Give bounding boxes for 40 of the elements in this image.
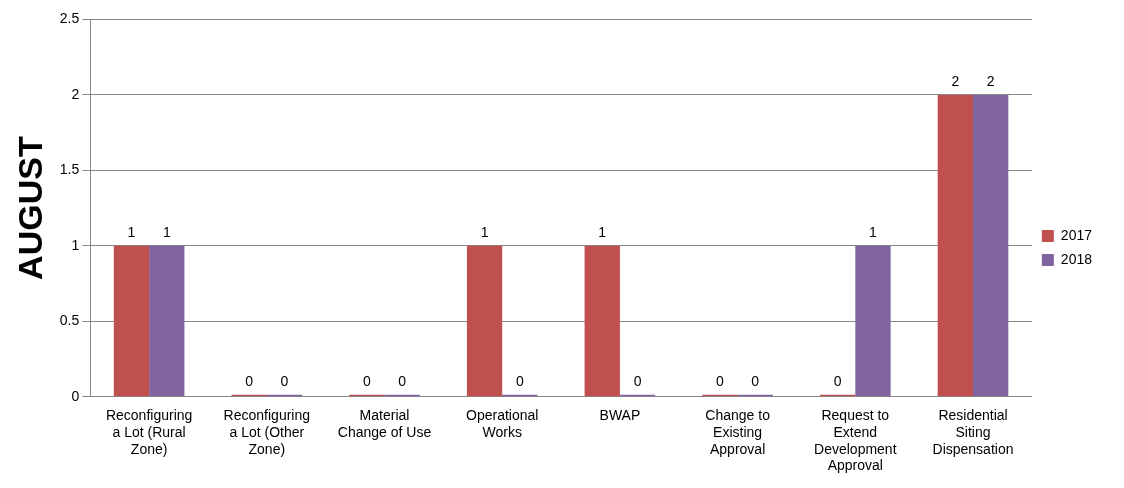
data-label: 0 <box>833 372 842 389</box>
bar <box>584 245 620 397</box>
bar <box>855 245 891 397</box>
x-tick-label: BWAP <box>599 407 641 424</box>
legend-label: 2017 <box>1060 226 1093 243</box>
bar <box>937 94 974 397</box>
x-tick-label: Change to Existing Approval <box>705 407 771 457</box>
data-label: 0 <box>751 372 760 389</box>
data-label: 0 <box>245 372 254 389</box>
data-label: 2 <box>986 72 995 89</box>
bar <box>466 245 503 397</box>
bar <box>149 245 185 397</box>
data-label: 1 <box>480 223 489 240</box>
data-label: 0 <box>515 372 524 389</box>
y-axis-title: AUGUST <box>10 136 49 280</box>
data-label: 1 <box>162 223 171 240</box>
bar <box>973 94 1009 397</box>
data-label: 0 <box>398 372 407 389</box>
y-tick-label: 1 <box>71 236 80 253</box>
x-tick-label: Request to Extend Development Approval <box>814 407 897 474</box>
y-tick-label: 2 <box>71 85 80 102</box>
x-tick-label: Operational Works <box>466 407 539 440</box>
x-tick-label: Reconfiguring a Lot (Rural Zone) <box>105 407 193 457</box>
x-tick-label: Residential Siting Dispensation <box>932 407 1014 457</box>
y-tick-label: 0.5 <box>59 312 80 329</box>
y-tick-label: 1.5 <box>59 161 80 178</box>
y-tick-label: 0 <box>71 387 80 404</box>
x-tick-label: Reconfiguring a Lot (Other Zone) <box>223 407 311 457</box>
y-tick-label: 2.5 <box>59 10 80 27</box>
data-label: 0 <box>633 372 642 389</box>
x-tick-label: Material Change of Use <box>337 407 432 440</box>
bar <box>113 245 150 397</box>
legend-label: 2018 <box>1060 250 1093 267</box>
data-label: 0 <box>362 372 371 389</box>
data-label: 0 <box>716 372 725 389</box>
data-label: 2 <box>951 72 960 89</box>
data-label: 1 <box>598 223 607 240</box>
data-label: 0 <box>280 372 289 389</box>
data-label: 1 <box>127 223 136 240</box>
data-label: 1 <box>869 223 878 240</box>
